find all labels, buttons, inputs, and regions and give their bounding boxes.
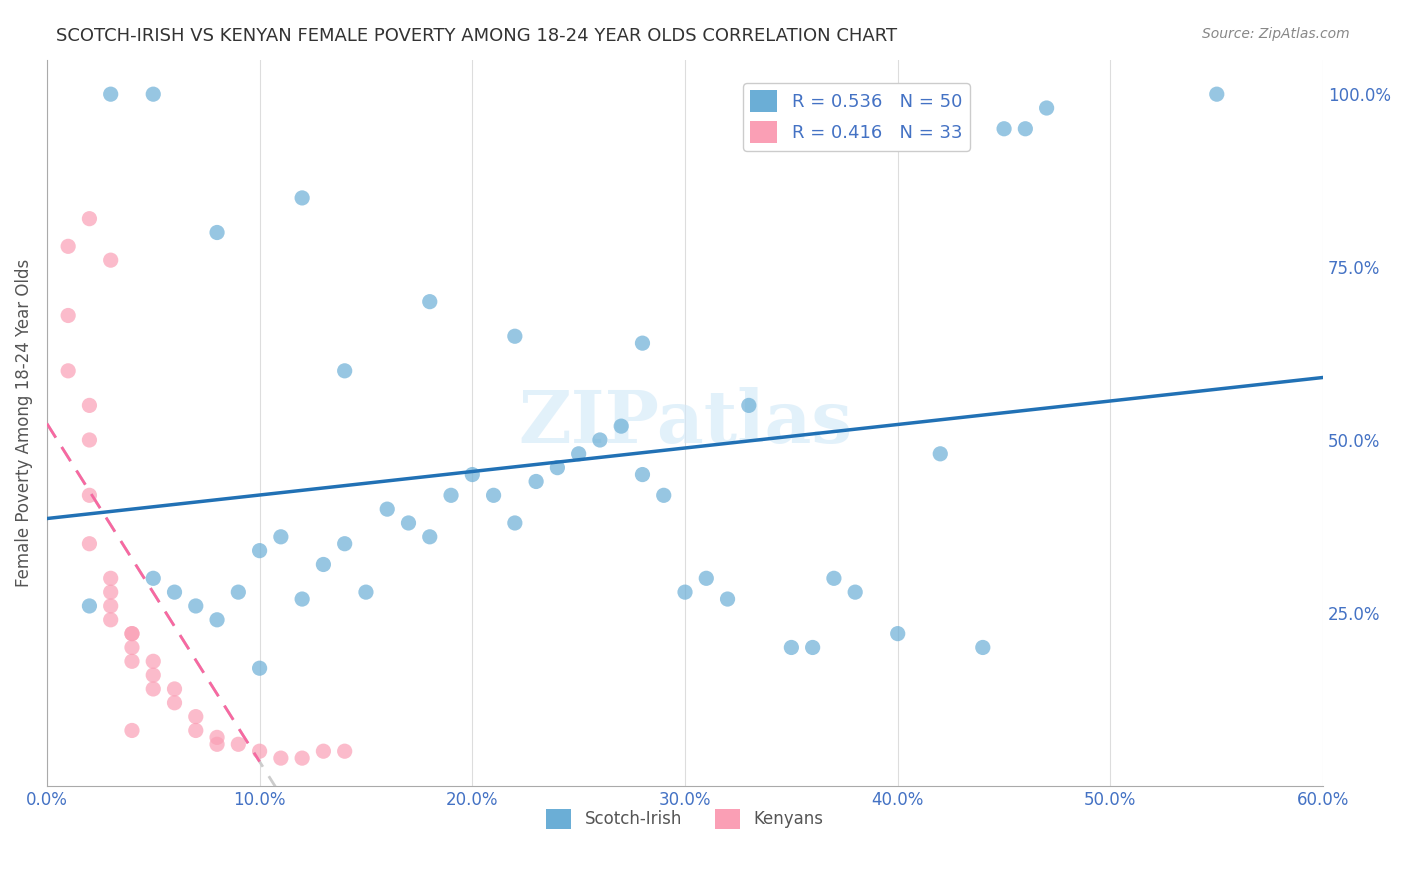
Scotch-Irish [482,488,505,502]
Scotch-Irish [972,640,994,655]
Kenyans [142,654,165,668]
Kenyans [121,640,143,655]
Scotch-Irish [524,475,547,489]
Scotch-Irish [673,585,696,599]
Scotch-Irish [589,433,612,447]
Text: ZIPatlas: ZIPatlas [517,387,852,458]
Scotch-Irish [929,447,952,461]
Kenyans [56,364,79,378]
Scotch-Irish [652,488,675,502]
Scotch-Irish [546,460,568,475]
Scotch-Irish [291,191,314,205]
Scotch-Irish [844,585,866,599]
Kenyans [163,681,186,696]
Scotch-Irish [142,571,165,585]
Scotch-Irish [993,121,1015,136]
Scotch-Irish [333,537,356,551]
Scotch-Irish [1035,101,1057,115]
Scotch-Irish [184,599,207,613]
Kenyans [270,751,292,765]
Scotch-Irish [1014,121,1036,136]
Text: Source: ZipAtlas.com: Source: ZipAtlas.com [1202,27,1350,41]
Kenyans [100,571,122,585]
Kenyans [312,744,335,758]
Kenyans [79,398,101,412]
Kenyans [56,239,79,253]
Scotch-Irish [354,585,377,599]
Scotch-Irish [631,467,654,482]
Kenyans [100,253,122,268]
Kenyans [228,737,250,751]
Kenyans [79,211,101,226]
Kenyans [100,585,122,599]
Scotch-Irish [419,530,441,544]
Scotch-Irish [100,87,122,102]
Scotch-Irish [461,467,484,482]
Kenyans [79,537,101,551]
Scotch-Irish [333,364,356,378]
Scotch-Irish [249,543,271,558]
Scotch-Irish [249,661,271,675]
Scotch-Irish [205,226,228,240]
Kenyans [121,723,143,738]
Scotch-Irish [398,516,420,530]
Kenyans [121,654,143,668]
Scotch-Irish [801,640,824,655]
Scotch-Irish [291,592,314,607]
Kenyans [249,744,271,758]
Scotch-Irish [503,516,526,530]
Scotch-Irish [142,87,165,102]
Scotch-Irish [738,398,761,412]
Kenyans [205,731,228,745]
Kenyans [121,626,143,640]
Scotch-Irish [440,488,463,502]
Scotch-Irish [1205,87,1227,102]
Scotch-Irish [375,502,398,516]
Kenyans [333,744,356,758]
Scotch-Irish [695,571,717,585]
Kenyans [142,681,165,696]
Scotch-Irish [568,447,591,461]
Kenyans [121,626,143,640]
Scotch-Irish [163,585,186,599]
Kenyans [79,488,101,502]
Y-axis label: Female Poverty Among 18-24 Year Olds: Female Poverty Among 18-24 Year Olds [15,259,32,587]
Kenyans [56,309,79,323]
Kenyans [184,709,207,723]
Scotch-Irish [631,336,654,351]
Kenyans [205,737,228,751]
Scotch-Irish [886,626,908,640]
Scotch-Irish [312,558,335,572]
Scotch-Irish [823,571,845,585]
Scotch-Irish [610,419,633,434]
Kenyans [79,433,101,447]
Kenyans [142,668,165,682]
Scotch-Irish [205,613,228,627]
Scotch-Irish [780,640,803,655]
Scotch-Irish [419,294,441,309]
Kenyans [100,599,122,613]
Kenyans [100,613,122,627]
Scotch-Irish [716,592,738,607]
Kenyans [184,723,207,738]
Scotch-Irish [270,530,292,544]
Kenyans [291,751,314,765]
Legend: Scotch-Irish, Kenyans: Scotch-Irish, Kenyans [540,802,831,836]
Scotch-Irish [228,585,250,599]
Scotch-Irish [503,329,526,343]
Text: SCOTCH-IRISH VS KENYAN FEMALE POVERTY AMONG 18-24 YEAR OLDS CORRELATION CHART: SCOTCH-IRISH VS KENYAN FEMALE POVERTY AM… [56,27,897,45]
Scotch-Irish [79,599,101,613]
Kenyans [163,696,186,710]
